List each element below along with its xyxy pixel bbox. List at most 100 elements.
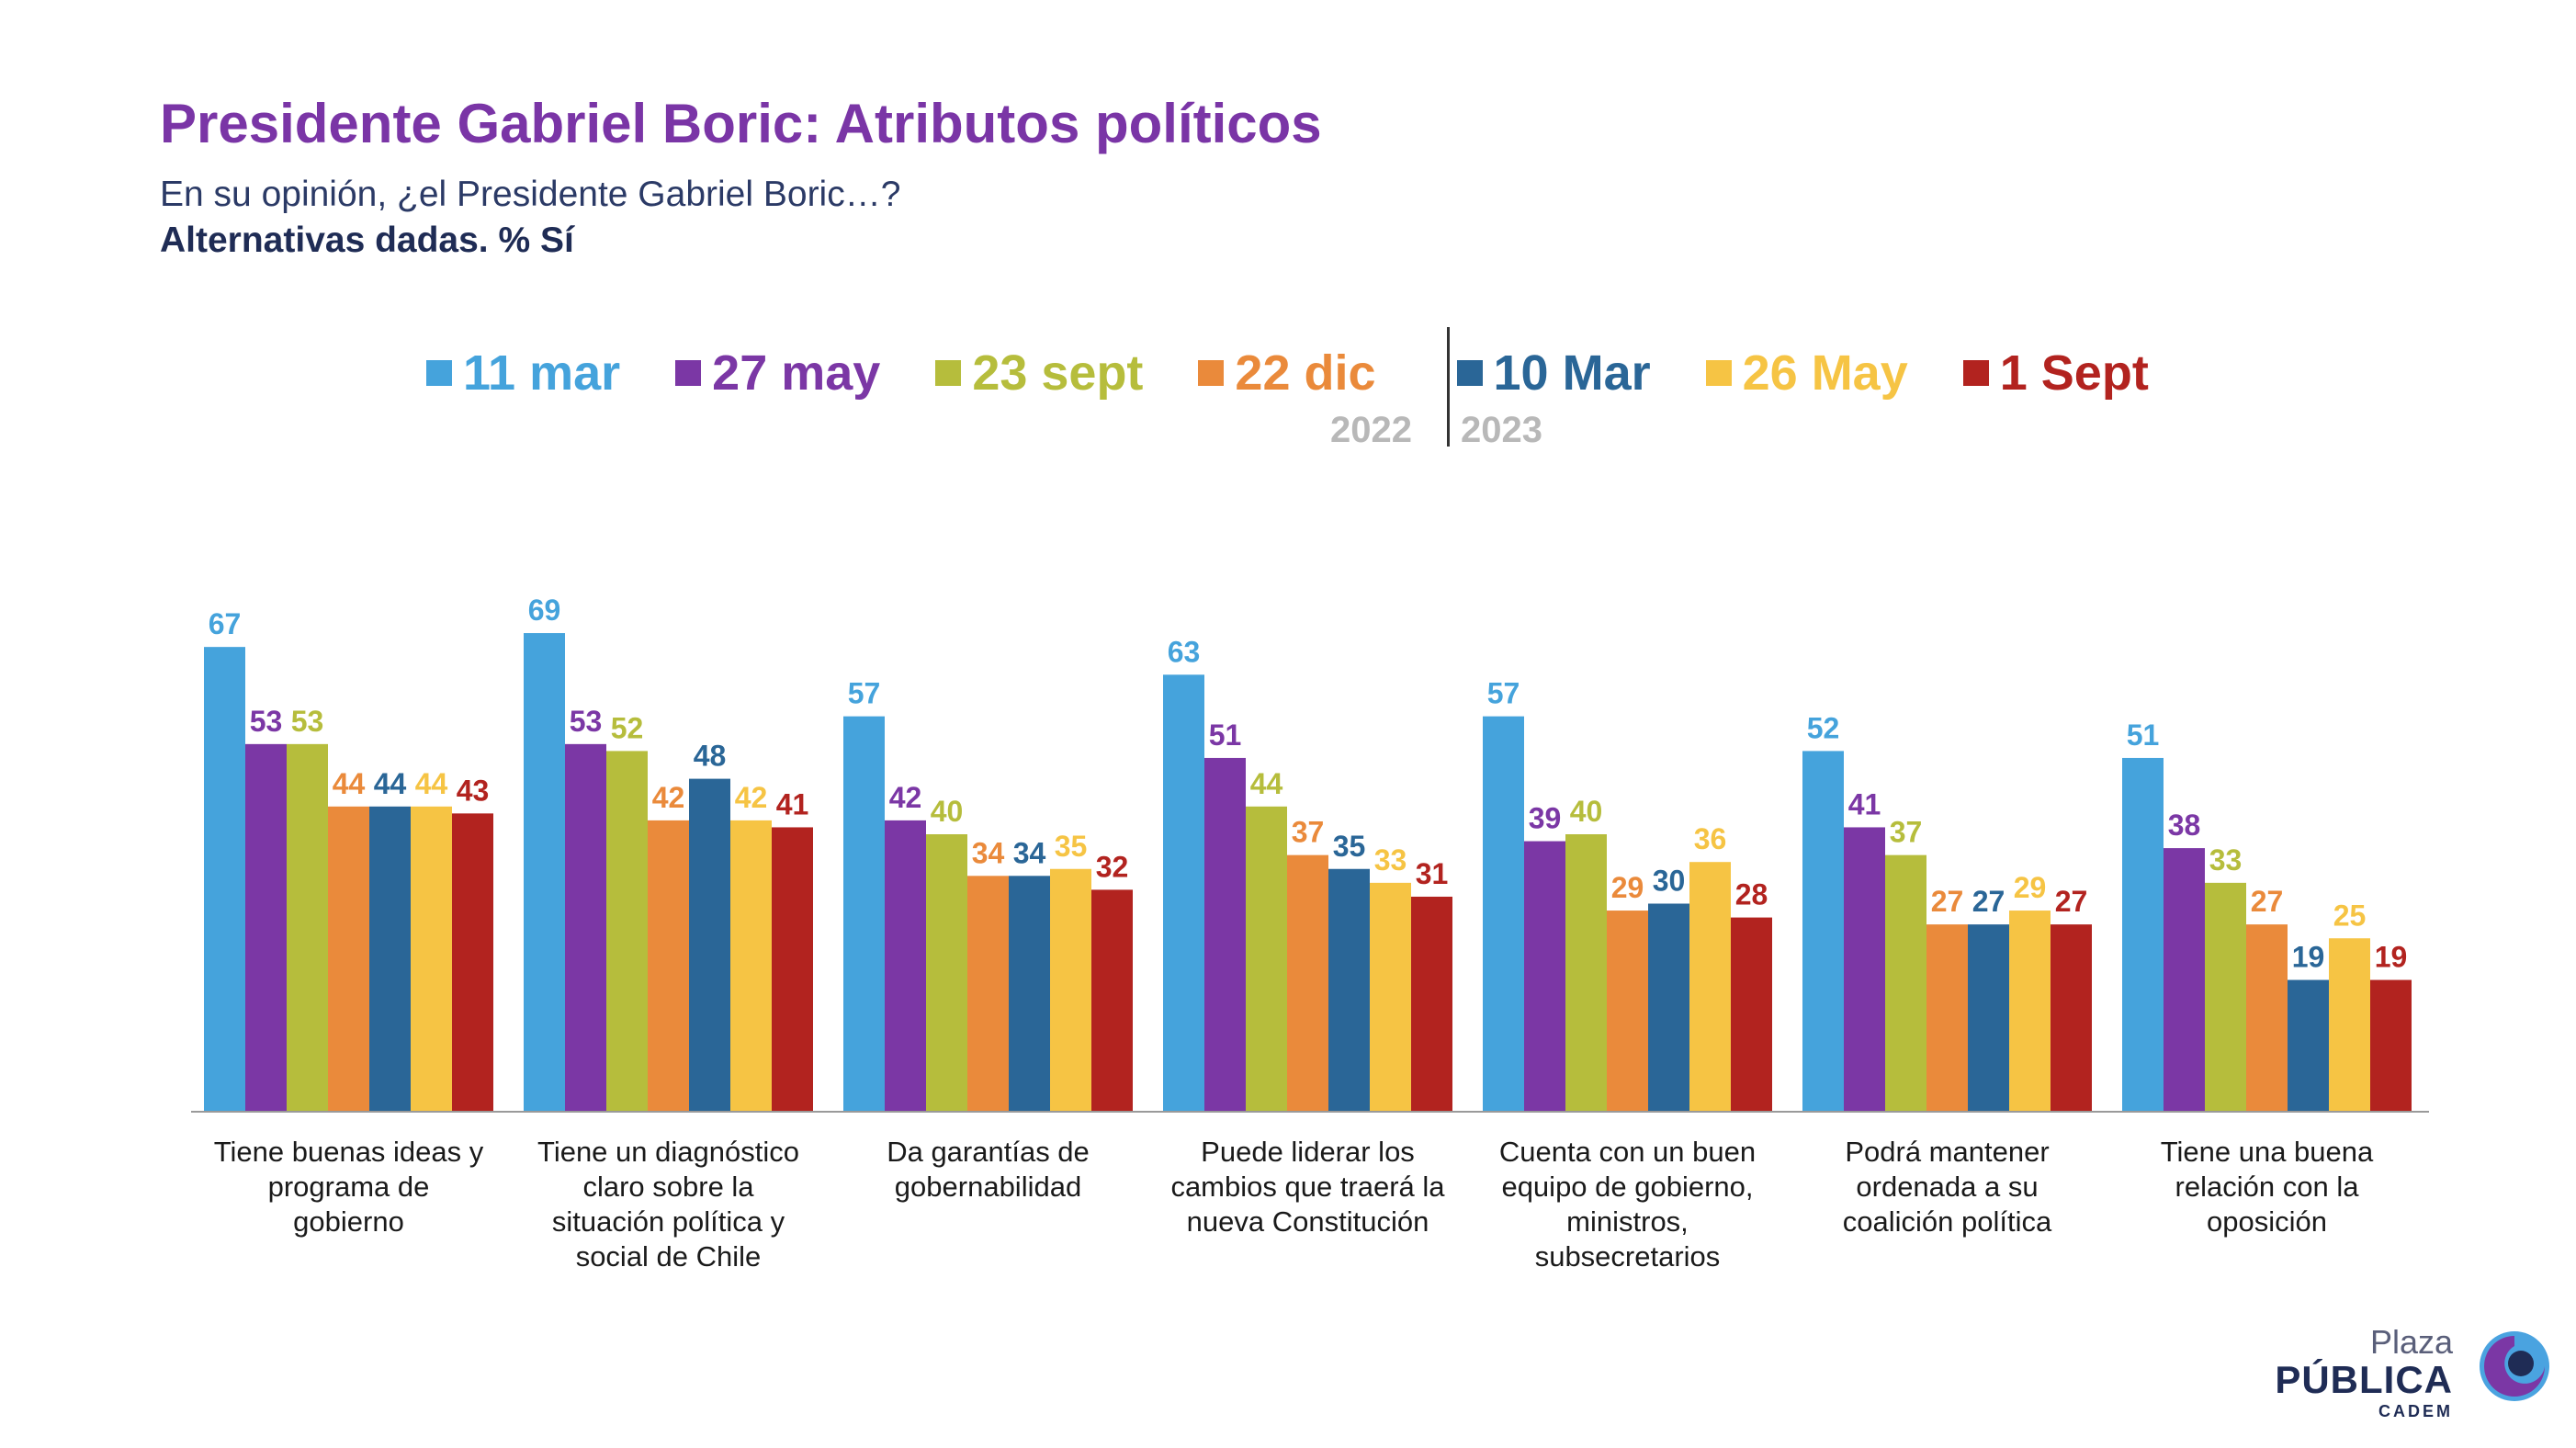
- data-label: 44: [374, 767, 407, 800]
- data-label: 29: [2014, 871, 2047, 904]
- data-label: 37: [1292, 816, 1325, 849]
- legend-swatch: [1198, 360, 1225, 386]
- data-label: 27: [2251, 885, 2284, 918]
- bar-5-1: [1844, 827, 1885, 1112]
- data-label: 27: [1931, 885, 1964, 918]
- bar-4-4: [1648, 903, 1689, 1112]
- legend-label: 22 dic: [1235, 345, 1376, 401]
- category-label: Da garantías de: [887, 1136, 1090, 1168]
- data-label: 63: [1168, 635, 1201, 668]
- category-label: Tiene una buena: [2161, 1136, 2374, 1168]
- data-label: 48: [694, 740, 727, 773]
- bar-6-6: [2370, 979, 2412, 1112]
- data-label: 30: [1653, 865, 1686, 898]
- bar-6-3: [2246, 924, 2288, 1112]
- data-label: 35: [1333, 830, 1366, 863]
- data-label: 37: [1890, 816, 1923, 849]
- category-label: cambios que traerá la: [1170, 1171, 1445, 1203]
- bar-0-5: [411, 806, 452, 1112]
- bar-5-0: [1802, 751, 1844, 1112]
- bar-1-1: [565, 743, 606, 1112]
- data-label: 33: [2209, 843, 2243, 877]
- legend-swatch: [935, 360, 962, 386]
- data-label: 27: [1972, 885, 2005, 918]
- data-label: 51: [2127, 718, 2160, 752]
- data-label: 57: [848, 677, 881, 710]
- legend-item-1: 27 may: [675, 345, 880, 402]
- category-label: relación con la: [2175, 1171, 2360, 1203]
- data-label: 67: [209, 607, 242, 640]
- data-label: 53: [250, 705, 283, 738]
- bar-2-1: [885, 820, 926, 1112]
- data-label: 33: [1374, 843, 1407, 877]
- bar-0-6: [452, 813, 493, 1112]
- data-label: 52: [1807, 711, 1840, 744]
- data-label: 44: [333, 767, 366, 800]
- bar-3-1: [1204, 757, 1246, 1112]
- legend-swatch: [1456, 360, 1483, 386]
- bar-1-3: [648, 820, 689, 1112]
- bar-3-4: [1328, 868, 1370, 1112]
- bar-4-0: [1483, 716, 1524, 1112]
- category-label: oposición: [2207, 1205, 2327, 1238]
- bar-6-2: [2205, 882, 2246, 1112]
- data-label: 40: [931, 795, 964, 828]
- category-label: coalición política: [1843, 1205, 2052, 1238]
- data-label: 38: [2168, 809, 2201, 842]
- chart-legend: 11 mar 27 may 23 sept 22 dic 10 Mar 26 May 1 S…: [426, 336, 2204, 410]
- bar-1-2: [606, 751, 648, 1112]
- data-label: 52: [611, 711, 644, 744]
- category-label: social de Chile: [576, 1240, 762, 1273]
- category-label: ordenada a su: [1856, 1171, 2038, 1203]
- bar-4-5: [1689, 862, 1731, 1112]
- legend-item-5: 26 May: [1705, 345, 1908, 402]
- data-label: 43: [457, 774, 490, 807]
- legend-swatch: [1705, 360, 1732, 386]
- bar-3-3: [1287, 854, 1328, 1112]
- bar-2-4: [1009, 876, 1050, 1112]
- question-subtitle: En su opinión, ¿el Presidente Gabriel Bo…: [160, 175, 901, 214]
- legend-label: 27 may: [712, 345, 881, 401]
- legend-label: 26 May: [1742, 345, 1908, 401]
- legend-item-6: 1 Sept: [1962, 345, 2149, 402]
- legend-item-4: 10 Mar: [1456, 345, 1651, 402]
- logo-plaza-text: Plaza: [2369, 1323, 2453, 1361]
- bar-5-6: [2051, 924, 2092, 1112]
- category-label: programa de: [268, 1171, 430, 1203]
- category-label: situación política y: [552, 1205, 785, 1238]
- category-label: Puede liderar los: [1201, 1136, 1415, 1168]
- bar-0-0: [204, 647, 245, 1112]
- bar-5-2: [1885, 854, 1926, 1112]
- bar-1-5: [730, 820, 772, 1112]
- bar-3-0: [1163, 674, 1204, 1112]
- logo-cadem-text: CADEM: [2378, 1402, 2453, 1420]
- category-label: Tiene un diagnóstico: [537, 1136, 799, 1168]
- legend-label: 10 Mar: [1493, 345, 1651, 401]
- data-label: 53: [570, 705, 603, 738]
- bar-0-4: [369, 806, 411, 1112]
- data-label: 44: [1250, 767, 1283, 800]
- data-label: 25: [2333, 899, 2367, 932]
- data-label: 42: [652, 781, 685, 814]
- data-label: 51: [1209, 718, 1242, 752]
- legend-label: 23 sept: [972, 345, 1144, 401]
- category-label: Tiene buenas ideas y: [214, 1136, 484, 1168]
- legend-label: 1 Sept: [1999, 345, 2149, 401]
- bar-6-1: [2164, 848, 2205, 1112]
- legend-swatch: [426, 360, 452, 386]
- bar-4-2: [1565, 834, 1607, 1112]
- category-label: equipo de gobierno,: [1501, 1171, 1753, 1203]
- bar-4-6: [1731, 917, 1772, 1112]
- data-label: 31: [1416, 857, 1449, 890]
- category-label: ministros,: [1566, 1205, 1689, 1238]
- plaza-publica-swirl-icon: [2480, 1331, 2549, 1401]
- bar-1-0: [524, 633, 565, 1112]
- category-label: claro sobre la: [582, 1171, 754, 1203]
- data-label: 19: [2292, 941, 2325, 974]
- data-label: 42: [889, 781, 922, 814]
- legend-item-0: 11 mar: [426, 345, 620, 402]
- bar-2-0: [843, 716, 885, 1112]
- data-label: 41: [776, 787, 809, 820]
- category-label: Podrá mantener: [1845, 1136, 2049, 1168]
